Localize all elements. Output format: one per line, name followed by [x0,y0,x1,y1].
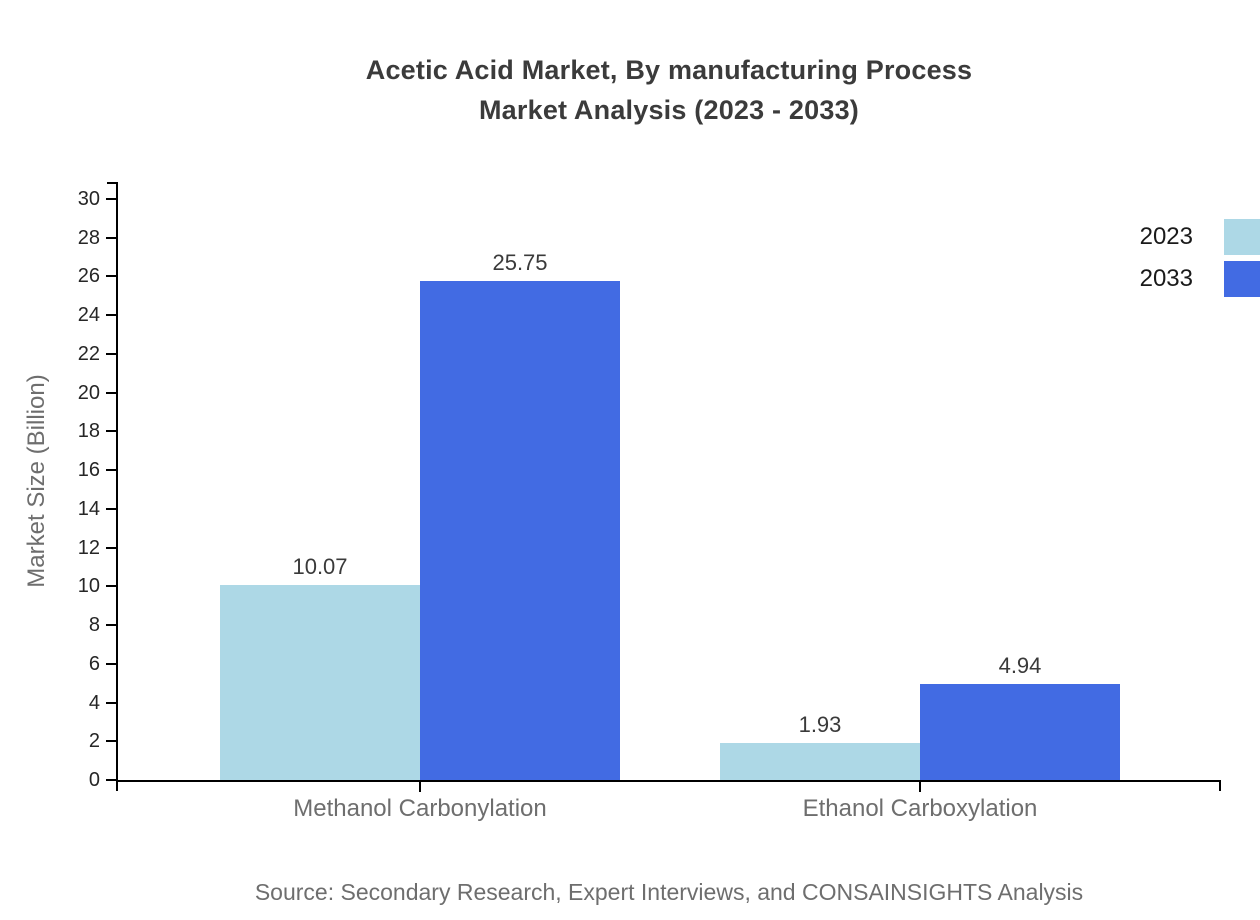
x-axis-right-cap [1219,780,1221,791]
category-tick-mark [919,782,921,792]
y-tick-label: 6 [88,652,100,675]
category-tick-mark [419,782,421,792]
bar-2023-methanol-carbonylation [220,584,420,780]
source-note: Source: Secondary Research, Expert Inter… [254,879,1084,905]
y-tick-label: 4 [88,691,100,714]
chart-title-line2: Market Analysis (2023 - 2033) [478,95,859,125]
bar-2023-ethanol-carboxylation [720,742,920,780]
legend-item-2023: 2023 [1140,219,1260,255]
y-tick-label: 28 [77,226,100,249]
y-tick-mark [106,352,116,355]
y-tick-label: 30 [77,188,100,210]
y-tick-mark [106,701,116,704]
bar-value-label-2033-methanol-carbonylation: 25.75 [492,250,548,276]
chart-title-line1: Acetic Acid Market, By manufacturing Pro… [365,55,973,85]
y-tick-label: 0 [88,769,100,791]
y-tick-label: 22 [77,342,100,365]
y-tick-mark [106,546,116,549]
y-tick-label: 14 [77,497,100,520]
y-tick-mark [106,624,116,627]
y-tick-label: 26 [77,265,100,288]
y-tick-mark [106,662,116,665]
y-tick-mark [106,314,116,317]
y-tick-mark [106,430,116,433]
y-tick-mark [106,740,116,743]
y-tick-label: 12 [77,536,100,559]
bar-value-label-2023-ethanol-carboxylation: 1.93 [798,711,842,737]
y-tick-mark [106,236,116,239]
y-tick-label: 2 [88,730,100,753]
y-tick-mark [106,507,116,510]
chart-title: Acetic Acid Market, By manufacturing Pro… [118,50,1220,130]
y-tick-label: 18 [77,420,100,443]
y-axis-line [116,182,118,791]
y-tick-mark [106,198,116,200]
category-label-ethanol-carboxylation: Ethanol Carboxylation [802,795,1038,822]
y-tick-mark [106,275,116,278]
y-tick-label: 16 [77,459,100,482]
legend: 2023 2033 [1140,219,1260,303]
y-tick-label: 20 [77,381,100,404]
legend-label-2033: 2033 [1139,265,1193,292]
y-tick-mark [106,585,116,588]
y-tick-mark [106,391,116,394]
bar-value-label-2033-ethanol-carboxylation: 4.94 [998,653,1042,679]
x-axis-line [116,780,1221,782]
y-tick-label: 10 [77,575,100,598]
legend-swatch-2033 [1224,261,1260,297]
category-label-methanol-carbonylation: Methanol Carbonylation [293,795,547,822]
legend-label-2023: 2023 [1139,223,1193,250]
y-tick-mark [106,469,116,472]
y-tick-label: 8 [88,614,100,637]
y-tick-mark [106,779,116,781]
y-tick-label: 24 [77,304,100,327]
y-axis-top-cap [107,182,116,184]
legend-item-2033: 2033 [1140,261,1260,297]
bar-2033-ethanol-carboxylation [920,684,1120,780]
bar-2033-methanol-carbonylation [420,281,620,780]
bar-value-label-2023-methanol-carbonylation: 10.07 [292,553,348,579]
legend-swatch-2023 [1224,219,1260,255]
